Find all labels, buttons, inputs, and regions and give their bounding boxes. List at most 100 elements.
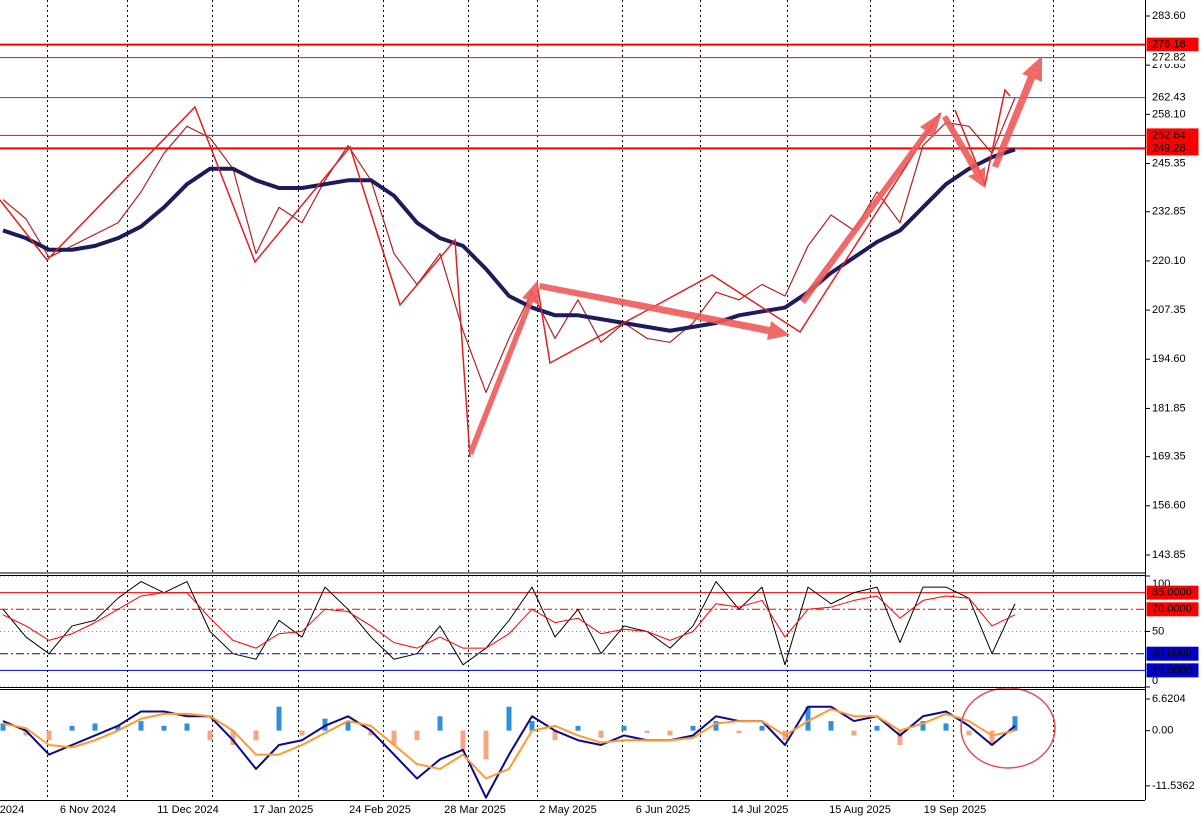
y-tick-label: 207.35 bbox=[1152, 304, 1186, 316]
histogram-bar bbox=[966, 730, 972, 736]
histogram-bar bbox=[943, 723, 949, 731]
y-tick-label: 181.85 bbox=[1152, 402, 1186, 414]
histogram-bar bbox=[437, 716, 443, 731]
drawings bbox=[0, 88, 1011, 458]
arrow bbox=[800, 112, 942, 304]
histogram-bar bbox=[690, 725, 696, 731]
level-label-box bbox=[1147, 51, 1198, 65]
y-tick-label: 169.35 bbox=[1152, 451, 1186, 463]
histogram-bar bbox=[552, 730, 558, 741]
y-tick-label: 258.10 bbox=[1152, 108, 1186, 120]
histogram-bar bbox=[483, 730, 489, 760]
x-tick-label: 14 Jul 2025 bbox=[732, 804, 789, 816]
histogram-bar bbox=[161, 725, 167, 731]
y-tick-label: 143.85 bbox=[1152, 549, 1186, 561]
histogram-bar bbox=[115, 725, 121, 731]
histogram-bar bbox=[621, 725, 627, 731]
level-label: 85.0000 bbox=[1152, 587, 1192, 599]
arrow bbox=[539, 283, 790, 340]
y-tick-label: 6.6204 bbox=[1152, 693, 1186, 705]
histogram-bar bbox=[299, 730, 305, 736]
time-grid bbox=[47, 0, 1054, 800]
x-tick-label: 6 Jun 2025 bbox=[636, 804, 690, 816]
histogram-bar bbox=[253, 730, 259, 741]
histogram-bar bbox=[230, 730, 236, 745]
level-label: 276.18 bbox=[1152, 39, 1186, 51]
level-label-box bbox=[1146, 602, 1199, 617]
x-tick-label: 28 Mar 2025 bbox=[444, 804, 506, 816]
zigzag bbox=[0, 105, 471, 458]
arrows bbox=[468, 56, 1042, 455]
histogram-bar bbox=[736, 730, 742, 734]
histogram-bar bbox=[989, 730, 995, 745]
level-label: 252.64 bbox=[1152, 129, 1186, 141]
histogram-bar bbox=[92, 723, 98, 731]
y-tick-label: 220.10 bbox=[1152, 255, 1186, 267]
y-tick-label: 232.85 bbox=[1152, 206, 1186, 218]
series-line bbox=[2, 708, 1016, 780]
x-tick-label: 24 Feb 2025 bbox=[349, 804, 411, 816]
series-line bbox=[2, 581, 1016, 666]
level-label: 249.28 bbox=[1152, 142, 1186, 154]
histogram-bar bbox=[575, 725, 581, 731]
histogram-bar bbox=[713, 721, 719, 731]
histogram-bar bbox=[69, 725, 75, 731]
frames bbox=[0, 0, 1146, 801]
series-line bbox=[2, 97, 1016, 394]
histogram-bar bbox=[23, 730, 29, 736]
level-label-box bbox=[1147, 91, 1198, 105]
x-tick-label: 2 May 2025 bbox=[539, 804, 596, 816]
histogram-bar bbox=[138, 721, 144, 731]
level-label-box bbox=[1146, 585, 1199, 600]
histogram-bar bbox=[1012, 716, 1018, 731]
histogram-bar bbox=[759, 725, 765, 731]
histogram-bar bbox=[184, 723, 190, 731]
level-label: 272.82 bbox=[1152, 51, 1186, 63]
histogram-bar bbox=[322, 718, 328, 731]
histogram-bar bbox=[874, 725, 880, 731]
histogram-bar bbox=[391, 730, 397, 745]
histogram-bar bbox=[460, 730, 466, 750]
histogram-bar bbox=[368, 730, 374, 736]
level-label-box bbox=[1146, 141, 1199, 156]
x-tick-label: 17 Jan 2025 bbox=[253, 804, 314, 816]
arrow bbox=[942, 115, 985, 188]
histogram-bar bbox=[207, 730, 213, 741]
level-label: 30.0000 bbox=[1152, 648, 1192, 660]
histogram-bar bbox=[345, 721, 351, 731]
histogram-bar bbox=[644, 730, 650, 734]
y-tick-label: 0 bbox=[1152, 675, 1158, 687]
histogram-bar bbox=[0, 723, 6, 731]
histogram-bar bbox=[506, 706, 512, 731]
plots bbox=[0, 43, 1145, 799]
level-label: 262.43 bbox=[1152, 92, 1186, 104]
histogram-bar bbox=[598, 730, 604, 738]
y-tick-label: 0.00 bbox=[1152, 725, 1173, 737]
zigzag bbox=[954, 88, 1011, 188]
series-line bbox=[2, 592, 1016, 649]
level-label: 15.0000 bbox=[1152, 664, 1192, 676]
histogram-bar bbox=[920, 721, 926, 731]
axes: 283.60270.85258.10245.35232.85220.10207.… bbox=[0, 10, 1199, 816]
series-line bbox=[2, 147, 1016, 333]
arrow bbox=[992, 56, 1042, 168]
x-tick-label: 19 Sep 2025 bbox=[924, 804, 986, 816]
y-tick-label: 283.60 bbox=[1152, 10, 1186, 22]
y-tick-label: 194.60 bbox=[1152, 353, 1186, 365]
x-tick-label: 2024 bbox=[0, 804, 24, 816]
histogram-bar bbox=[414, 730, 420, 741]
zigzag bbox=[536, 112, 941, 365]
y-tick-label: 156.60 bbox=[1152, 500, 1186, 512]
x-tick-label: 6 Nov 2024 bbox=[60, 804, 116, 816]
histogram-bar bbox=[46, 730, 52, 741]
histogram-bar bbox=[851, 730, 857, 736]
histogram-bar bbox=[667, 730, 673, 736]
x-tick-label: 15 Aug 2025 bbox=[829, 804, 891, 816]
level-label-box bbox=[1146, 663, 1199, 678]
x-tick-label: 11 Dec 2024 bbox=[157, 804, 219, 816]
y-tick-label: 50 bbox=[1152, 625, 1164, 637]
histogram-bar bbox=[805, 706, 811, 731]
y-tick-label: -11.5362 bbox=[1152, 780, 1195, 792]
